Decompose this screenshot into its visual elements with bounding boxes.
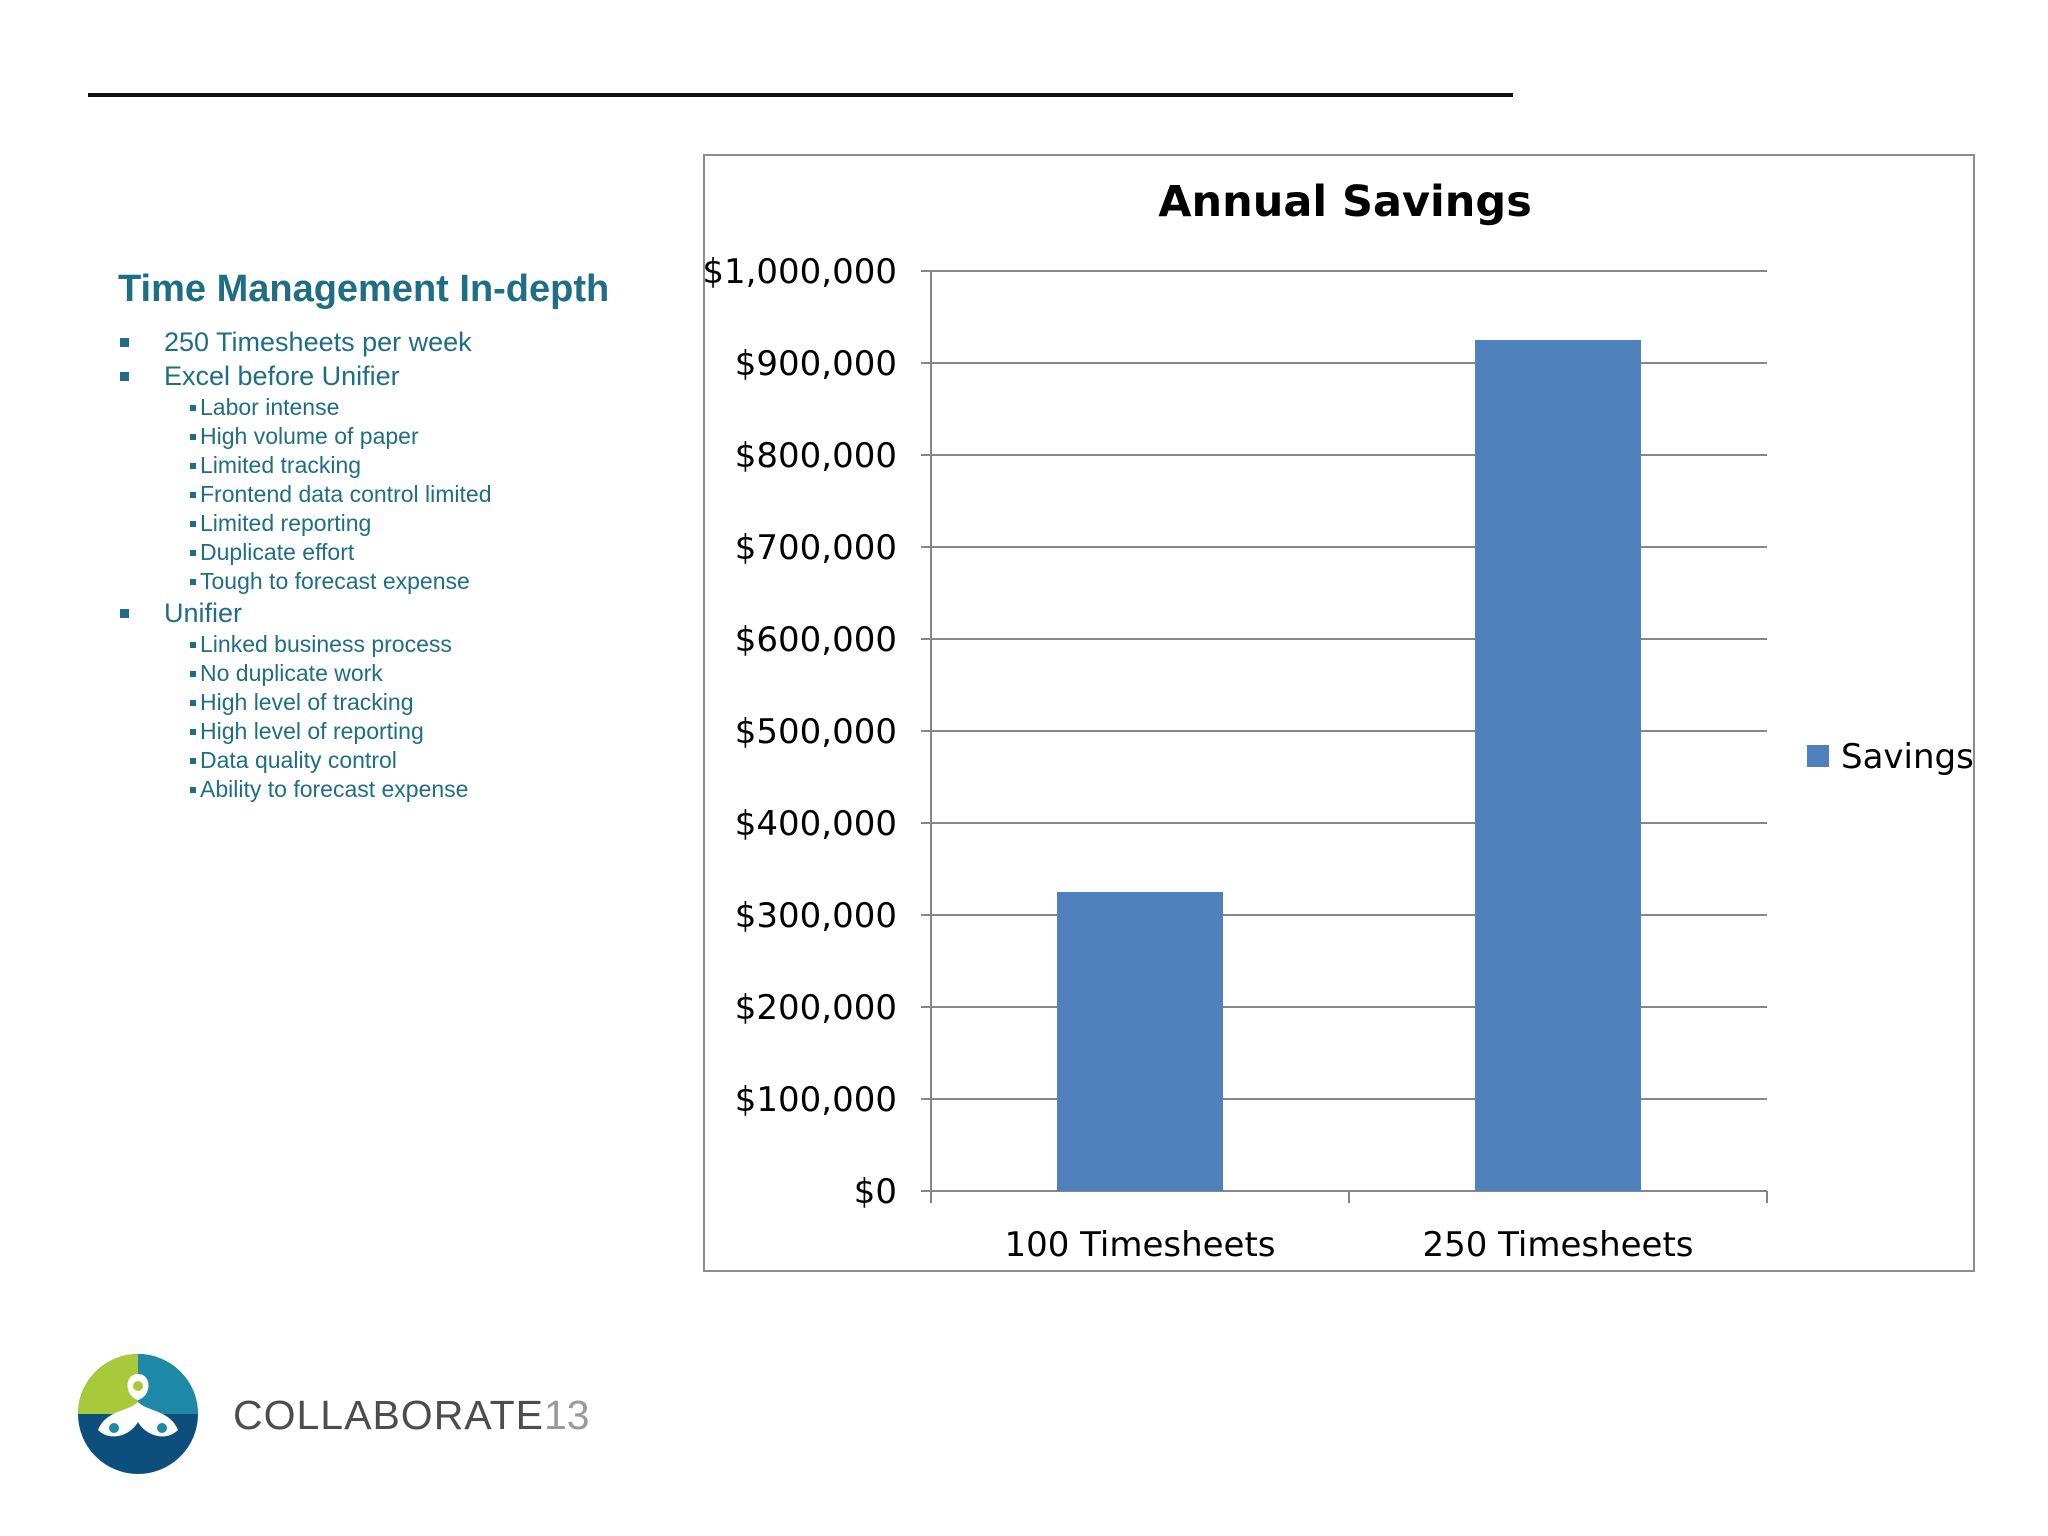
square-bullet-icon: [190, 463, 196, 469]
sub-bullet-item: High volume of paper: [190, 422, 698, 451]
sub-bullet-text: High level of tracking: [200, 689, 414, 715]
x-tick-label: 250 Timesheets: [1422, 1225, 1693, 1265]
sub-bullet-text: Ability to forecast expense: [200, 776, 469, 802]
sub-bullet-item: Tough to forecast expense: [190, 567, 698, 596]
y-tick-label: $400,000: [735, 804, 897, 844]
square-bullet-icon: [190, 671, 196, 677]
sub-bullet-list: Labor intense High volume of paper Limit…: [190, 393, 698, 596]
y-tick-label: $100,000: [735, 1080, 897, 1120]
sub-bullet-text: High volume of paper: [200, 423, 419, 449]
sub-bullet-item: High level of reporting: [190, 717, 698, 746]
y-tick-label: $600,000: [735, 620, 897, 660]
square-bullet-icon: [190, 579, 196, 585]
y-tick-label: $200,000: [735, 988, 897, 1028]
sub-bullet-item: Duplicate effort: [190, 538, 698, 567]
sub-bullet-item: Data quality control: [190, 746, 698, 775]
bullet-text: Unifier: [164, 598, 243, 628]
sub-bullet-text: No duplicate work: [200, 660, 383, 686]
y-tick-label: $800,000: [735, 436, 897, 476]
sub-bullet-text: Duplicate effort: [200, 539, 355, 565]
text-panel: Time Management In-depth 250 Timesheets …: [118, 268, 698, 804]
legend-label: Savings: [1841, 737, 1973, 777]
sub-bullet-item: Frontend data control limited: [190, 480, 698, 509]
bullet-item: Unifier Linked business process No dupli…: [118, 596, 698, 804]
y-tick-label: $500,000: [735, 712, 897, 752]
sub-bullet-item: Ability to forecast expense: [190, 775, 698, 804]
brand-wordmark: COLLABORATE13: [233, 1392, 590, 1439]
y-tick-label: $900,000: [735, 344, 897, 384]
square-bullet-icon: [190, 787, 196, 793]
sub-bullet-text: Labor intense: [200, 394, 340, 420]
bullet-text: Excel before Unifier: [164, 361, 400, 391]
annual-savings-chart: Annual Savings $0 $100,000 $200,000 $300,000…: [705, 177, 1973, 1265]
square-bullet-icon: [120, 372, 129, 381]
bullet-list: 250 Timesheets per week Excel before Uni…: [118, 325, 698, 804]
sub-bullet-text: Frontend data control limited: [200, 481, 492, 507]
section-title: Time Management In-depth: [118, 268, 610, 310]
square-bullet-icon: [120, 338, 129, 347]
sub-bullet-text: Linked business process: [200, 631, 452, 657]
x-tick-label: 100 Timesheets: [1004, 1225, 1275, 1265]
collaborate-logo-icon: [78, 1354, 198, 1474]
sub-bullet-item: No duplicate work: [190, 659, 698, 688]
title-divider-line: [88, 93, 1513, 97]
square-bullet-icon: [190, 758, 196, 764]
square-bullet-icon: [190, 492, 196, 498]
sub-bullet-text: Data quality control: [200, 747, 397, 773]
legend-swatch: [1807, 745, 1829, 767]
square-bullet-icon: [120, 609, 129, 618]
brand-name: COLLABORATE: [233, 1392, 544, 1438]
bullet-text: 250 Timesheets per week: [164, 327, 472, 357]
y-tick-label: $700,000: [735, 528, 897, 568]
sub-bullet-text: Tough to forecast expense: [200, 568, 470, 594]
square-bullet-icon: [190, 700, 196, 706]
y-tick-label: $0: [854, 1172, 897, 1212]
sub-bullet-item: Linked business process: [190, 630, 698, 659]
sub-bullet-text: Limited reporting: [200, 510, 372, 536]
chart-frame: Annual Savings $0 $100,000 $200,000 $300,000…: [703, 154, 1975, 1272]
bullet-item: 250 Timesheets per week: [118, 325, 698, 359]
brand-number: 13: [544, 1392, 590, 1438]
sub-bullet-text: Limited tracking: [200, 452, 362, 478]
bar-1: [1057, 892, 1223, 1191]
square-bullet-icon: [190, 521, 196, 527]
sub-bullet-text: High level of reporting: [200, 718, 424, 744]
sub-bullet-list: Linked business process No duplicate wor…: [190, 630, 698, 804]
square-bullet-icon: [190, 729, 196, 735]
bullet-item: Excel before Unifier Labor intense High …: [118, 359, 698, 596]
bar-2: [1475, 340, 1641, 1191]
y-tick-label: $1,000,000: [705, 252, 897, 292]
chart-title: Annual Savings: [1158, 177, 1532, 227]
square-bullet-icon: [190, 642, 196, 648]
sub-bullet-item: Limited reporting: [190, 509, 698, 538]
sub-bullet-item: Limited tracking: [190, 451, 698, 480]
sub-bullet-item: Labor intense: [190, 393, 698, 422]
square-bullet-icon: [190, 434, 196, 440]
sub-bullet-item: High level of tracking: [190, 688, 698, 717]
y-tick-label: $300,000: [735, 896, 897, 936]
square-bullet-icon: [190, 405, 196, 411]
square-bullet-icon: [190, 550, 196, 556]
